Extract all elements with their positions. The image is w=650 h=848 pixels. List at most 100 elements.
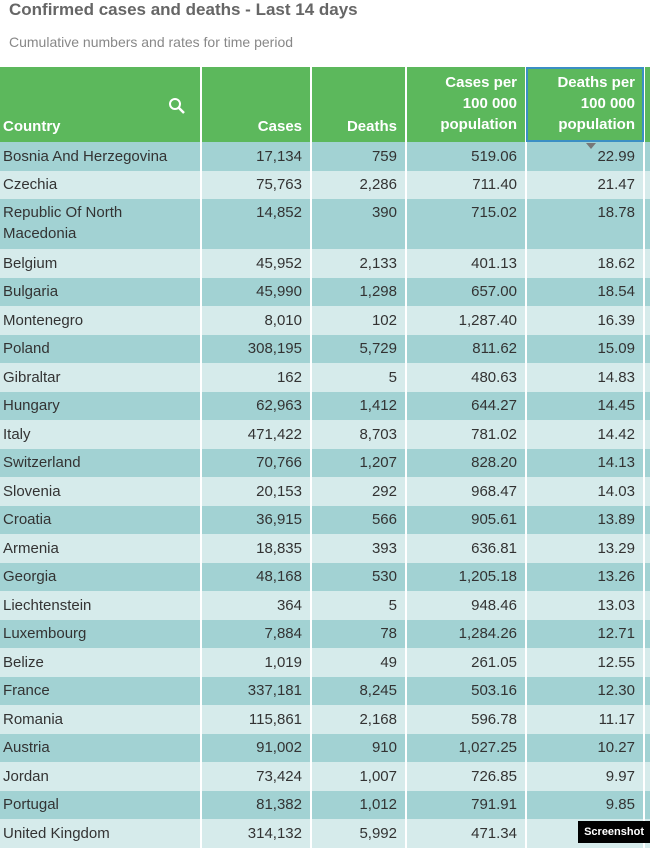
value-cell: 21.47 — [526, 170, 645, 199]
value-cell: 78 — [311, 619, 407, 648]
table-row: Hungary 62,963 1,412 644.27 14.45 — [0, 391, 650, 420]
table-row: Luxembourg 7,884 78 1,284.26 12.71 — [0, 619, 650, 648]
row-spacer — [644, 562, 650, 591]
table-row: Switzerland 70,766 1,207 828.20 14.13 — [0, 448, 650, 477]
value-cell: 12.30 — [526, 676, 645, 705]
value-cell: 1,012 — [311, 790, 407, 819]
row-spacer — [644, 619, 650, 648]
country-cell: Romania — [0, 705, 202, 734]
value-cell: 36,915 — [201, 505, 312, 534]
table-row: Italy 471,422 8,703 781.02 14.42 — [0, 420, 650, 449]
column-header[interactable]: Cases — [201, 67, 312, 142]
value-cell: 636.81 — [406, 534, 527, 563]
row-spacer — [644, 591, 650, 620]
column-header-text: Cases — [257, 118, 302, 135]
value-cell: 22.99 — [526, 142, 645, 171]
value-cell: 390 — [311, 199, 407, 249]
value-cell: 12.55 — [526, 648, 645, 677]
country-cell: Czechia — [0, 170, 202, 199]
country-cell: Poland — [0, 334, 202, 363]
table-row: Romania 115,861 2,168 596.78 11.17 — [0, 705, 650, 734]
value-cell: 17,134 — [201, 142, 312, 171]
value-cell: 18.62 — [526, 249, 645, 278]
value-cell: 73,424 — [201, 762, 312, 791]
value-cell: 5 — [311, 363, 407, 392]
watermark: Screenshot — [578, 821, 650, 843]
row-spacer — [644, 277, 650, 306]
value-cell: 162 — [201, 363, 312, 392]
value-cell: 2,133 — [311, 249, 407, 278]
row-spacer — [644, 199, 650, 249]
country-cell: Republic Of North Macedonia — [0, 199, 202, 249]
value-cell: 596.78 — [406, 705, 527, 734]
search-icon-circle — [169, 98, 181, 110]
value-cell: 70,766 — [201, 448, 312, 477]
value-cell: 292 — [311, 477, 407, 506]
table-row: France 337,181 8,245 503.16 12.30 — [0, 676, 650, 705]
value-cell: 471.34 — [406, 819, 527, 848]
value-cell: 1,287.40 — [406, 306, 527, 335]
value-cell: 20,153 — [201, 477, 312, 506]
value-cell: 81,382 — [201, 790, 312, 819]
column-header[interactable]: Cases per 100 000 population — [406, 67, 527, 142]
value-cell: 261.05 — [406, 648, 527, 677]
column-header[interactable]: Deaths — [311, 67, 407, 142]
value-cell: 7,884 — [201, 619, 312, 648]
header-row: Country Cases Deaths Cases per 100 000 popu… — [0, 67, 650, 142]
row-spacer — [644, 505, 650, 534]
value-cell: 1,007 — [311, 762, 407, 791]
value-cell: 5,992 — [311, 819, 407, 848]
country-cell: Gibraltar — [0, 363, 202, 392]
country-cell: Liechtenstein — [0, 591, 202, 620]
row-spacer — [644, 142, 650, 171]
value-cell: 15.09 — [526, 334, 645, 363]
value-cell: 948.46 — [406, 591, 527, 620]
column-header[interactable]: Country — [0, 67, 202, 142]
country-cell: Bulgaria — [0, 277, 202, 306]
value-cell: 5,729 — [311, 334, 407, 363]
value-cell: 566 — [311, 505, 407, 534]
row-spacer — [644, 676, 650, 705]
table-row: Georgia 48,168 530 1,205.18 13.26 — [0, 562, 650, 591]
search-icon-handle — [178, 107, 185, 114]
value-cell: 13.26 — [526, 562, 645, 591]
value-cell: 968.47 — [406, 477, 527, 506]
value-cell: 45,990 — [201, 277, 312, 306]
country-cell: Portugal — [0, 790, 202, 819]
row-spacer — [644, 170, 650, 199]
value-cell: 8,703 — [311, 420, 407, 449]
table-row: Croatia 36,915 566 905.61 13.89 — [0, 505, 650, 534]
table-row: Gibraltar 162 5 480.63 14.83 — [0, 363, 650, 392]
value-cell: 13.29 — [526, 534, 645, 563]
row-spacer — [644, 477, 650, 506]
value-cell: 364 — [201, 591, 312, 620]
value-cell: 102 — [311, 306, 407, 335]
value-cell: 1,284.26 — [406, 619, 527, 648]
value-cell: 115,861 — [201, 705, 312, 734]
table-row: Bosnia And Herzegovina 17,134 759 519.06 22.… — [0, 142, 650, 171]
table-row: Austria 91,002 910 1,027.25 10.27 — [0, 733, 650, 762]
table-row: Belgium 45,952 2,133 401.13 18.62 — [0, 249, 650, 278]
country-cell: Montenegro — [0, 306, 202, 335]
table-row: Czechia 75,763 2,286 711.40 21.47 — [0, 170, 650, 199]
row-spacer — [644, 448, 650, 477]
value-cell: 401.13 — [406, 249, 527, 278]
value-cell: 10.27 — [526, 733, 645, 762]
header-spacer — [644, 67, 650, 142]
row-spacer — [644, 306, 650, 335]
column-header-text: Country — [3, 118, 61, 135]
row-spacer — [644, 420, 650, 449]
column-header[interactable]: Deaths per 100 000 population — [526, 67, 645, 142]
value-cell: 308,195 — [201, 334, 312, 363]
table-row: Belize 1,019 49 261.05 12.55 — [0, 648, 650, 677]
value-cell: 393 — [311, 534, 407, 563]
search-icon[interactable] — [168, 97, 186, 115]
value-cell: 91,002 — [201, 733, 312, 762]
row-spacer — [644, 334, 650, 363]
value-cell: 811.62 — [406, 334, 527, 363]
row-spacer — [644, 391, 650, 420]
sort-indicator — [586, 143, 596, 149]
country-cell: Luxembourg — [0, 619, 202, 648]
value-cell: 910 — [311, 733, 407, 762]
column-header-text: Deaths — [346, 118, 397, 135]
